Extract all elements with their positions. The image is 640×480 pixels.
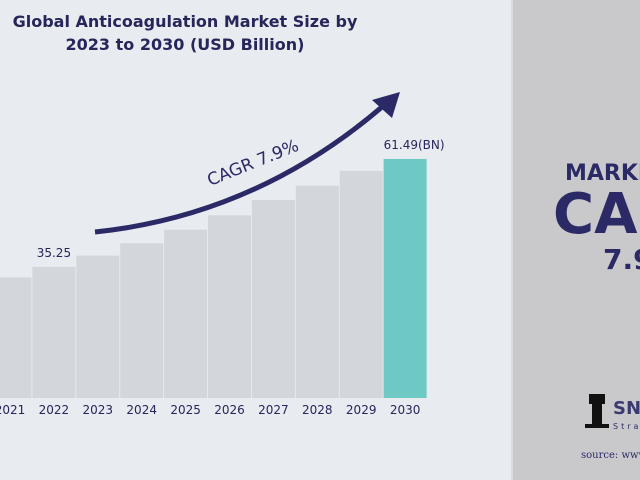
cagr-value: 7.9% xyxy=(603,243,640,276)
cagr-arrow xyxy=(94,98,392,235)
bar-2024 xyxy=(120,243,164,398)
arrow-head-icon xyxy=(372,92,400,118)
cagr-label: CAGR 7.9% xyxy=(205,136,302,191)
x-tick-label: 2030 xyxy=(390,403,421,417)
data-label: 61.49(BN) xyxy=(384,138,445,152)
x-tick-label: 2026 xyxy=(214,403,245,417)
side-panel: MARKET CAGR 7.9% SNS Strategy source: ww… xyxy=(511,0,640,480)
bar-2026 xyxy=(208,215,251,398)
bar-2025 xyxy=(164,229,208,398)
data-label: 35.25 xyxy=(37,246,71,260)
bar-2021 xyxy=(0,277,32,398)
brand-tagline: Strategy xyxy=(613,422,640,431)
x-tick-label: 2025 xyxy=(170,403,201,417)
bar-2029 xyxy=(339,170,383,398)
bar-2030 xyxy=(383,158,427,398)
x-tick-label: 2024 xyxy=(126,403,157,417)
x-tick-label: 2021 xyxy=(0,403,25,417)
bar-2022 xyxy=(32,266,76,398)
bar-2027 xyxy=(251,200,295,398)
chess-rook-logo-icon xyxy=(585,394,609,428)
bar-2023 xyxy=(76,255,120,398)
x-tick-label: 2023 xyxy=(83,403,114,417)
source-text: source: www. xyxy=(581,450,640,461)
x-tick-label: 2022 xyxy=(39,403,70,417)
x-tick-label: 2029 xyxy=(346,403,377,417)
x-tick-label: 2027 xyxy=(258,403,289,417)
chart-title: Global Anticoagulation Market Size by 20… xyxy=(12,12,358,54)
bar-chart: 2021 2022 35.25 2023 2024 2025 2026 2027 2028 202… xyxy=(0,92,445,417)
market-text: MARKET xyxy=(565,161,640,186)
brand-name: SNS xyxy=(613,398,640,419)
bar-2028 xyxy=(295,185,339,398)
x-tick-label: 2028 xyxy=(302,403,333,417)
cagr-text: CAGR xyxy=(553,182,640,247)
